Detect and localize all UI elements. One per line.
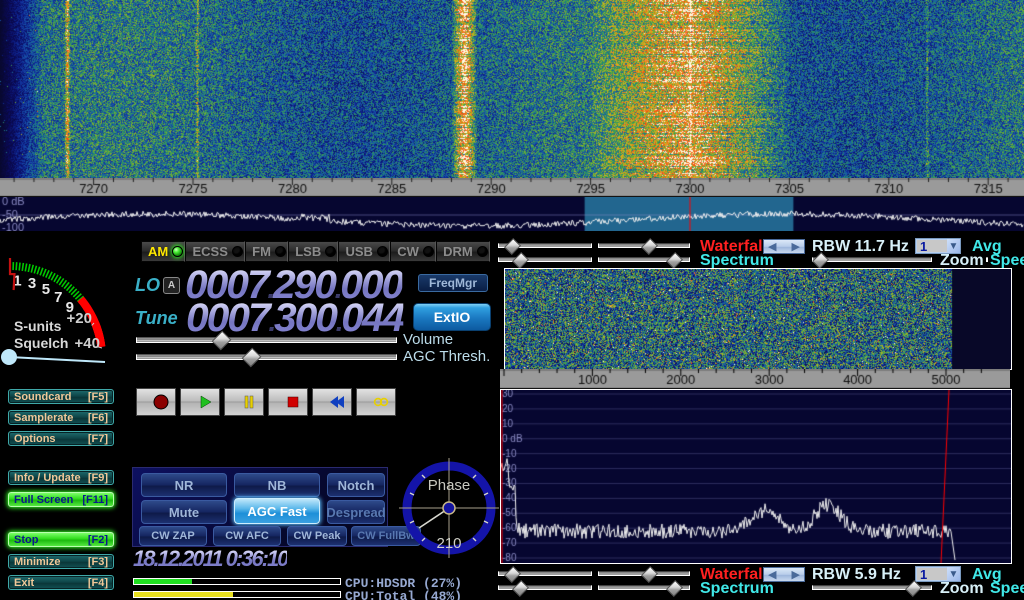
svg-text:5: 5 — [42, 281, 50, 298]
svg-text:S-units: S-units — [14, 318, 62, 334]
svg-text:Squelch: Squelch — [14, 335, 68, 351]
svg-text:7: 7 — [54, 289, 62, 306]
svg-text:+40: +40 — [75, 335, 100, 352]
svg-text:Phase: Phase — [428, 477, 471, 494]
svg-text:+20: +20 — [67, 310, 92, 327]
svg-text:210: 210 — [436, 535, 461, 552]
svg-text:3: 3 — [28, 275, 36, 292]
